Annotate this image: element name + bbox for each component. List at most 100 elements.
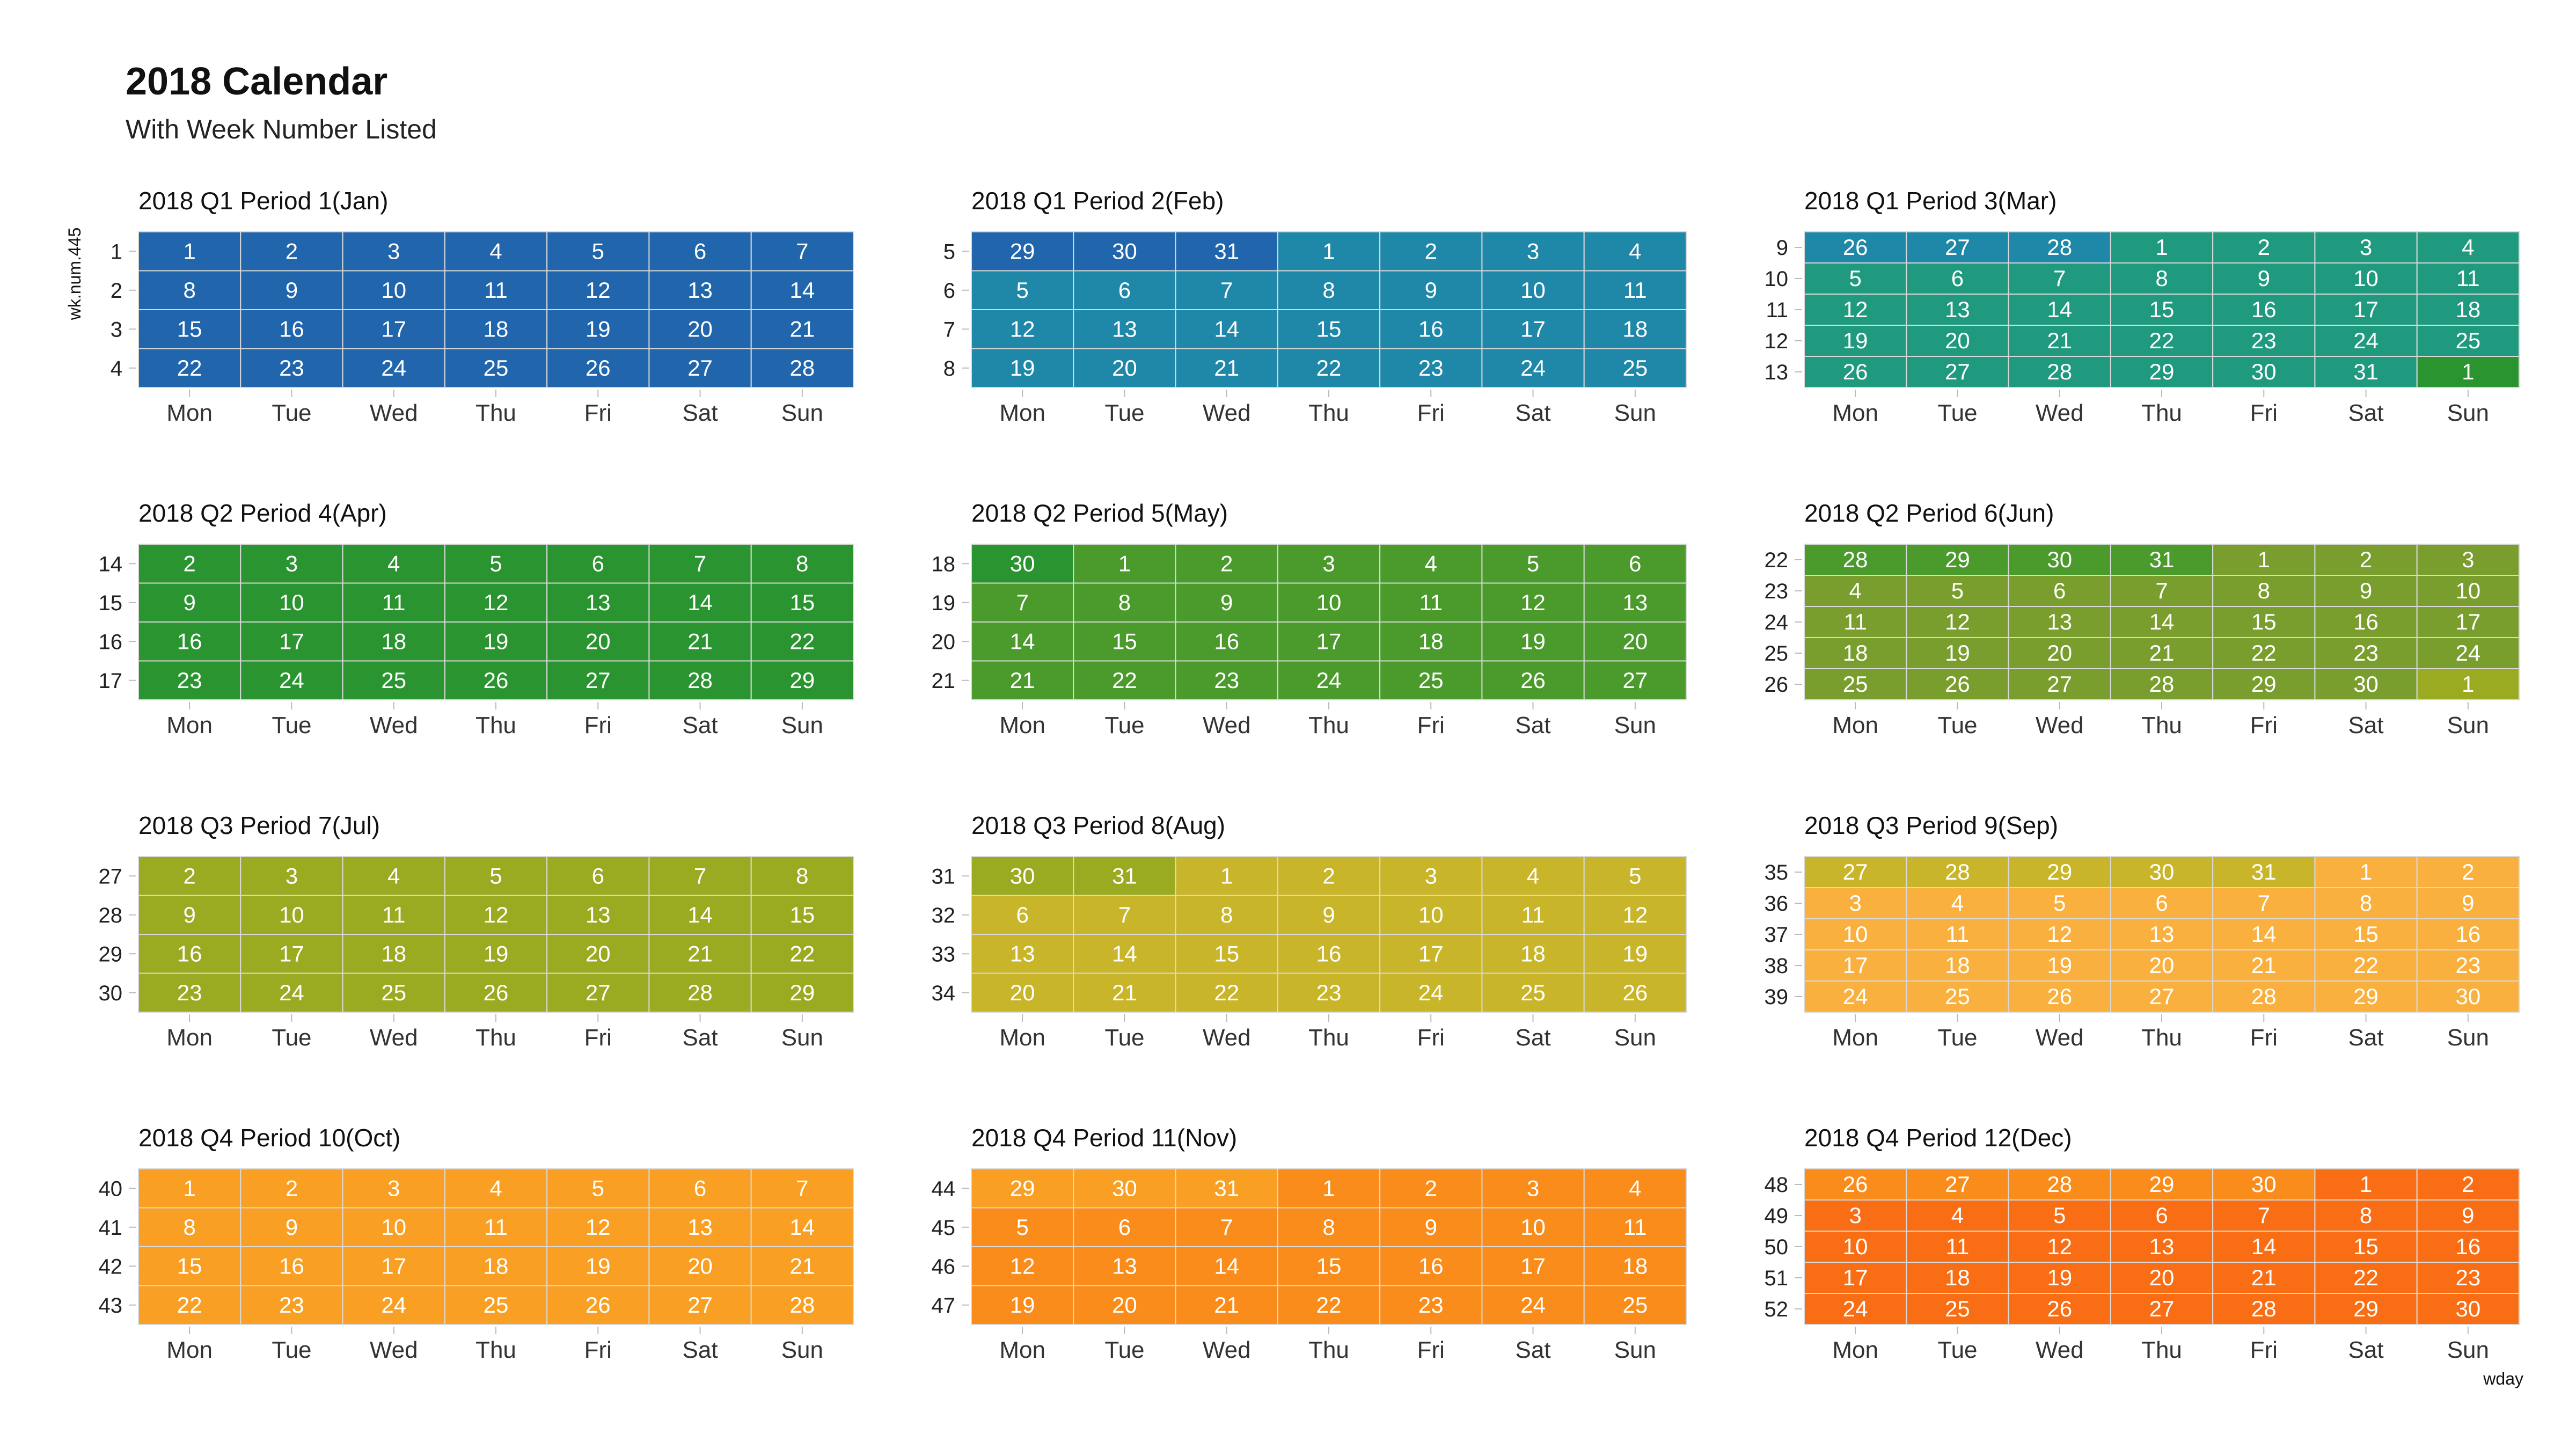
- day-number: 12: [1010, 1253, 1035, 1278]
- day-cell: [2008, 1231, 2111, 1263]
- day-number: 30: [2251, 359, 2277, 384]
- day-cell: [1906, 918, 2009, 950]
- weekday-label: Mon: [1832, 400, 1878, 426]
- day-cell: [1379, 972, 1483, 1013]
- day-number: 8: [2155, 266, 2168, 291]
- day-number: 28: [2251, 984, 2277, 1009]
- day-cell: [1481, 1246, 1585, 1286]
- day-cell: [240, 309, 343, 349]
- day-cell: [546, 582, 650, 623]
- day-cell: [648, 1285, 752, 1325]
- day-number: 24: [1520, 355, 1546, 380]
- week-number-label: 47: [932, 1294, 956, 1318]
- day-number: 19: [1010, 1292, 1035, 1318]
- day-number: 18: [1843, 640, 1868, 665]
- day-number: 16: [1214, 628, 1239, 654]
- day-number: 28: [2047, 359, 2072, 384]
- day-number: 13: [1112, 1253, 1137, 1278]
- day-number: 20: [2149, 1265, 2175, 1290]
- week-number-label: 41: [99, 1216, 123, 1240]
- day-cell: [648, 582, 752, 623]
- day-number: 8: [2258, 578, 2270, 603]
- day-cell: [750, 856, 854, 896]
- day-cell: [2008, 606, 2111, 638]
- day-cell: [971, 856, 1074, 896]
- day-cell: [1277, 582, 1381, 623]
- day-number: 15: [2149, 297, 2175, 322]
- day-number: 9: [183, 590, 195, 615]
- week-number-label: 3: [111, 318, 122, 341]
- day-number: 20: [1622, 628, 1648, 654]
- day-number: 8: [1322, 1214, 1335, 1240]
- day-number: 28: [2047, 1172, 2072, 1197]
- weekday-label: Wed: [1203, 400, 1251, 426]
- day-number: 31: [2353, 359, 2379, 384]
- day-number: 19: [586, 1253, 611, 1278]
- day-number: 10: [279, 902, 304, 927]
- day-number: 30: [2353, 671, 2379, 697]
- day-number: 22: [2251, 640, 2277, 665]
- weekday-label: Wed: [2036, 400, 2084, 426]
- day-number: 21: [2149, 640, 2175, 665]
- day-number: 4: [1425, 551, 1437, 576]
- day-cell: [240, 544, 343, 584]
- day-number: 7: [796, 1175, 808, 1201]
- day-cell: [1175, 895, 1278, 935]
- day-cell: [2212, 544, 2316, 576]
- day-number: 7: [1016, 590, 1028, 615]
- day-cell: [444, 1246, 548, 1286]
- day-number: 14: [1010, 628, 1035, 654]
- day-cell: [648, 934, 752, 974]
- week-number-label: 21: [932, 669, 956, 693]
- day-number: 10: [1843, 1234, 1868, 1259]
- day-number: 25: [2455, 328, 2480, 353]
- day-number: 7: [2053, 266, 2066, 291]
- day-cell: [2212, 949, 2316, 982]
- day-cell: [1175, 231, 1278, 272]
- week-number-label: 15: [99, 591, 123, 615]
- day-cell: [1804, 294, 1907, 326]
- day-cell: [971, 660, 1074, 700]
- day-cell: [2110, 1293, 2214, 1325]
- day-number: 23: [1316, 980, 1342, 1005]
- day-number: 27: [1945, 359, 1970, 384]
- weekday-label: Thu: [1308, 1024, 1349, 1051]
- day-number: 5: [2053, 890, 2066, 916]
- day-cell: [342, 660, 445, 700]
- day-cell: [2008, 637, 2111, 669]
- day-number: 21: [687, 628, 713, 654]
- day-cell: [240, 1285, 343, 1325]
- day-number: 31: [2251, 859, 2277, 884]
- day-number: 21: [2251, 1265, 2277, 1290]
- day-cell: [240, 1246, 343, 1286]
- day-number: 9: [2258, 266, 2270, 291]
- day-number: 3: [387, 1175, 400, 1201]
- day-cell: [1175, 1207, 1278, 1247]
- day-number: 30: [1112, 1175, 1137, 1201]
- week-number-label: 46: [932, 1255, 956, 1278]
- day-cell: [1804, 575, 1907, 607]
- weekday-label: Tue: [1104, 400, 1144, 426]
- day-number: 22: [1112, 668, 1137, 693]
- day-number: 13: [586, 902, 611, 927]
- day-cell: [444, 1207, 548, 1247]
- weekday-label: Sat: [1516, 400, 1551, 426]
- day-number: 10: [1316, 590, 1342, 615]
- weekday-label: Sat: [2348, 1024, 2384, 1051]
- day-number: 15: [1316, 316, 1342, 341]
- day-number: 3: [2462, 547, 2474, 572]
- day-cell: [2416, 637, 2520, 669]
- day-number: 13: [1112, 316, 1137, 341]
- day-number: 9: [1425, 277, 1437, 303]
- day-number: 25: [484, 1292, 509, 1318]
- day-number: 15: [2251, 609, 2277, 634]
- day-number: 11: [1521, 902, 1545, 927]
- day-cell: [2416, 1168, 2520, 1201]
- day-cell: [648, 270, 752, 310]
- day-number: 28: [2047, 235, 2072, 260]
- day-number: 13: [2047, 609, 2072, 634]
- day-number: 18: [1520, 941, 1546, 966]
- day-cell: [1906, 356, 2009, 388]
- day-number: 7: [694, 551, 706, 576]
- day-number: 31: [2149, 547, 2175, 572]
